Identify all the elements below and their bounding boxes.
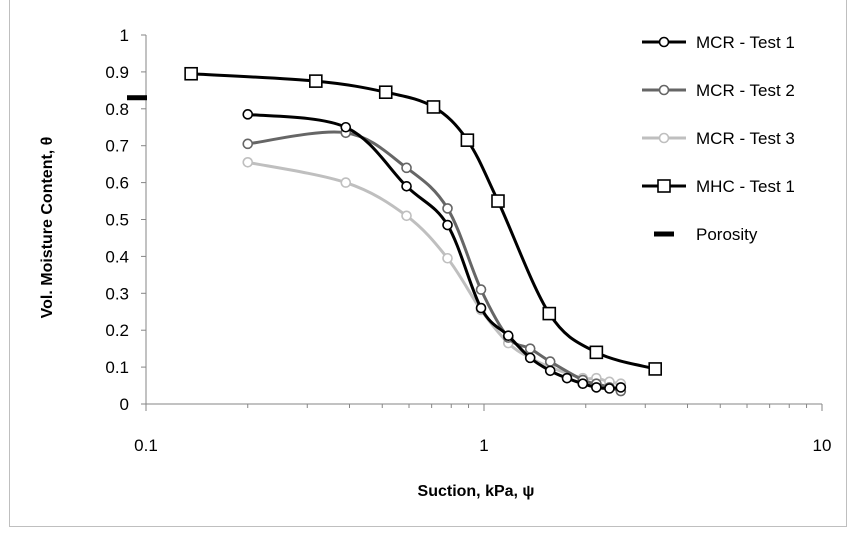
data-point xyxy=(242,109,254,120)
y-tick-label: 0.3 xyxy=(105,284,129,303)
data-point xyxy=(460,133,475,147)
series-5 xyxy=(127,95,147,101)
x-axis-label: Suction, kPa, ψ xyxy=(418,483,535,500)
data-point xyxy=(340,177,352,188)
legend-label: MHC - Test 1 xyxy=(696,177,795,196)
data-point xyxy=(442,203,453,214)
y-tick-label: 0 xyxy=(120,395,129,414)
data-point xyxy=(401,210,412,222)
y-tick-label: 0.4 xyxy=(105,247,129,266)
data-point xyxy=(378,85,393,99)
data-point xyxy=(309,74,323,88)
data-point xyxy=(524,343,536,354)
data-point xyxy=(589,345,604,360)
data-point xyxy=(401,162,412,174)
data-point xyxy=(544,356,556,367)
porosity-marker xyxy=(127,95,147,101)
series-2 xyxy=(242,127,627,397)
data-point xyxy=(242,157,254,168)
data-point xyxy=(502,330,514,342)
data-point xyxy=(426,100,441,114)
y-tick-label: 0.9 xyxy=(105,63,129,82)
data-point xyxy=(544,365,556,377)
legend-marker xyxy=(658,84,670,96)
legend-item: MCR - Test 1 xyxy=(642,33,795,52)
data-point xyxy=(577,378,589,390)
legend-item: Porosity xyxy=(654,225,758,244)
data-point xyxy=(542,306,557,321)
y-tick-label: 0.2 xyxy=(105,321,129,340)
x-tick-label: 1 xyxy=(479,436,488,455)
legend-item: MCR - Test 3 xyxy=(642,129,795,148)
series-4 xyxy=(184,66,662,376)
legend-label: MCR - Test 1 xyxy=(696,33,795,52)
legend-marker xyxy=(654,231,674,237)
legend-label: Porosity xyxy=(696,225,758,244)
data-point xyxy=(475,284,487,295)
data-point xyxy=(561,372,573,384)
chart-frame: 0 0.1 0.2 0.3 0.4 0.5 0.6 0.7 0.8 0.9 1 0.1 1 10 MCR … xyxy=(9,0,847,527)
data-point xyxy=(401,180,412,192)
chart-svg: 0 0.1 0.2 0.3 0.4 0.5 0.6 0.7 0.8 0.9 1 0.1 1 10 MCR … xyxy=(39,26,832,500)
data-point xyxy=(604,383,615,394)
y-tick-label: 0.6 xyxy=(105,174,129,193)
legend-marker xyxy=(658,132,670,144)
data-point xyxy=(524,352,536,364)
x-tick-label: 0.1 xyxy=(134,436,158,455)
x-tick-label: 10 xyxy=(813,436,832,455)
legend-label: MCR - Test 3 xyxy=(696,129,795,148)
data-point xyxy=(184,66,198,81)
legend-marker xyxy=(658,36,670,48)
legend-item: MCR - Test 2 xyxy=(642,81,795,100)
data-point xyxy=(242,138,254,150)
data-point xyxy=(475,302,487,314)
series-line xyxy=(191,72,656,371)
series-line xyxy=(247,160,622,386)
y-axis-label: Vol. Moisture Content, θ xyxy=(39,137,56,319)
series-line xyxy=(247,112,622,391)
legend-item: MHC - Test 1 xyxy=(642,177,795,196)
data-point xyxy=(442,252,453,264)
data-point xyxy=(615,382,627,393)
series-line xyxy=(247,130,622,393)
y-tick-label: 0.7 xyxy=(105,137,129,156)
y-tick-label: 0.1 xyxy=(105,358,129,377)
data-point xyxy=(442,219,453,231)
data-point xyxy=(648,362,662,376)
y-tick-label: 0.8 xyxy=(105,100,129,119)
y-tick-label: 1 xyxy=(120,26,129,45)
data-point xyxy=(491,194,505,208)
data-point xyxy=(340,121,352,133)
legend-marker xyxy=(657,179,671,193)
legend-label: MCR - Test 2 xyxy=(696,81,795,100)
series-1 xyxy=(242,109,627,394)
y-tick-label: 0.5 xyxy=(105,211,129,230)
data-point xyxy=(591,382,602,393)
